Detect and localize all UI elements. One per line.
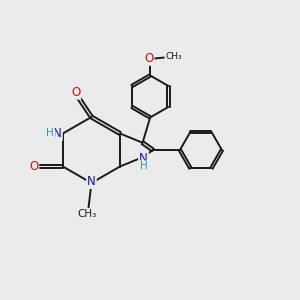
Text: O: O — [71, 86, 80, 99]
Text: N: N — [139, 152, 148, 165]
Text: CH₃: CH₃ — [165, 52, 182, 62]
Text: O: O — [144, 52, 154, 65]
Text: CH₃: CH₃ — [77, 209, 97, 219]
Text: H: H — [46, 128, 54, 138]
Text: H: H — [140, 161, 147, 171]
Text: O: O — [29, 160, 38, 173]
Text: N: N — [53, 127, 62, 140]
Text: N: N — [87, 175, 96, 188]
